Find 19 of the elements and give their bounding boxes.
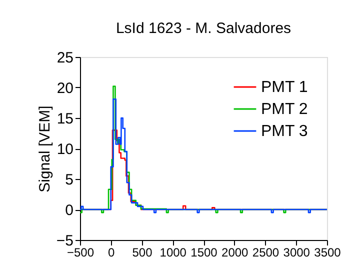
legend-label: PMT 1 xyxy=(261,79,308,96)
x-tick-label: 0 xyxy=(108,246,116,260)
x-tick-label: 3500 xyxy=(314,246,342,260)
x-tick-label: 3000 xyxy=(283,246,310,260)
legend-label: PMT 2 xyxy=(261,101,308,118)
x-tick-label: 1500 xyxy=(190,246,218,260)
y-tick-label: 15 xyxy=(56,110,74,128)
x-tick-label: 2500 xyxy=(252,246,280,260)
y-tick-label: 5 xyxy=(65,172,74,188)
x-tick-label: 1000 xyxy=(160,246,187,260)
x-tick-label: 500 xyxy=(132,246,153,260)
legend-label: PMT 3 xyxy=(261,123,308,140)
y-tick-label: 10 xyxy=(56,141,74,158)
y-axis-title: Signal [VEM] xyxy=(36,106,54,192)
y-tick-label: 20 xyxy=(56,80,74,97)
y-tick-label: 25 xyxy=(56,50,74,66)
y-tick-label: 0 xyxy=(65,202,74,219)
x-tick-label: 2000 xyxy=(222,246,249,260)
chart-title: LsId 1623 - M. Salvadores xyxy=(116,20,292,37)
